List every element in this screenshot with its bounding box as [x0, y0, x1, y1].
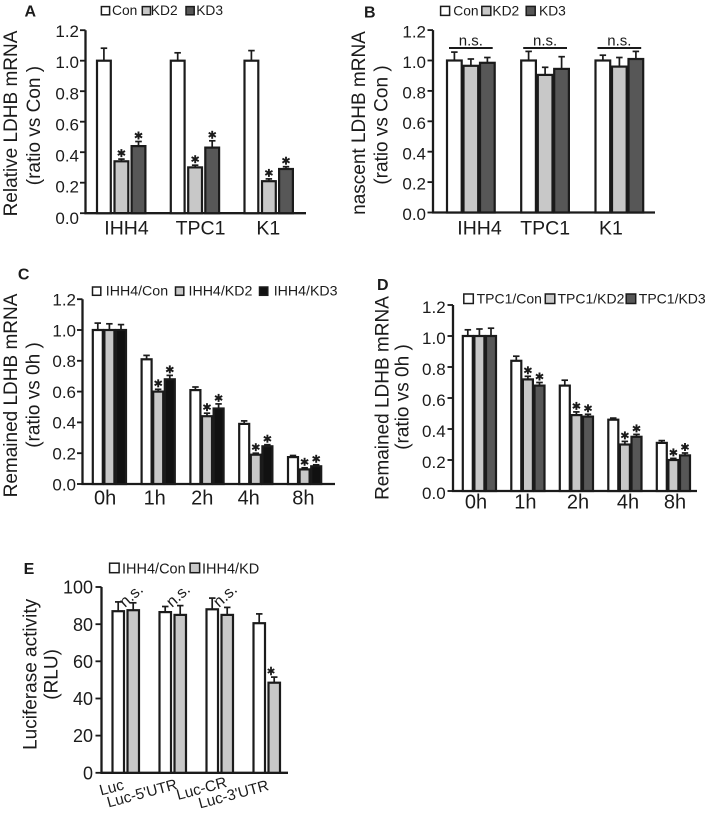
svg-text:n.s.: n.s. [116, 581, 147, 611]
svg-text:0.6: 0.6 [55, 115, 79, 134]
svg-text:0h: 0h [465, 491, 487, 513]
svg-text:IHH4/Con: IHH4/Con [106, 283, 168, 299]
svg-text:IHH4/KD: IHH4/KD [202, 562, 259, 578]
svg-text:0.2: 0.2 [422, 453, 446, 472]
svg-text:E: E [24, 561, 35, 578]
svg-text:8h: 8h [664, 491, 686, 513]
svg-text:IHH4: IHH4 [457, 218, 502, 240]
svg-text:KD3: KD3 [539, 3, 566, 18]
svg-text:TPC1/Con: TPC1/Con [477, 291, 542, 307]
svg-text:0.8: 0.8 [55, 84, 79, 103]
svg-text:TPC1: TPC1 [176, 218, 226, 240]
svg-text:1.0: 1.0 [422, 329, 446, 348]
svg-text:Luc: Luc [98, 777, 126, 800]
svg-text:Remained LDHB mRNA: Remained LDHB mRNA [1, 293, 22, 497]
svg-text:TPC1/KD2: TPC1/KD2 [558, 291, 625, 307]
svg-text:KD2: KD2 [151, 3, 178, 18]
svg-text:Relative LDHB mRNA: Relative LDHB mRNA [1, 30, 22, 216]
svg-text:1.2: 1.2 [402, 23, 426, 42]
svg-text:(ratio vs 0h ): (ratio vs 0h ) [392, 344, 413, 450]
svg-text:0.2: 0.2 [402, 175, 426, 194]
svg-text:n.s.: n.s. [210, 581, 241, 611]
svg-text:0: 0 [83, 763, 93, 783]
svg-text:C: C [18, 267, 30, 284]
svg-text:4h: 4h [238, 488, 260, 510]
svg-text:1.0: 1.0 [52, 321, 76, 340]
svg-text:IHH4/KD2: IHH4/KD2 [189, 283, 253, 299]
svg-text:0.6: 0.6 [52, 383, 76, 402]
svg-text:0.4: 0.4 [402, 144, 426, 163]
svg-text:4h: 4h [617, 491, 639, 513]
svg-text:Con: Con [112, 3, 137, 18]
svg-text:B: B [364, 5, 376, 22]
svg-text:n.s.: n.s. [533, 33, 557, 50]
svg-text:0h: 0h [94, 488, 116, 510]
svg-text:1h: 1h [514, 491, 536, 513]
svg-text:Remained LDHB mRNA: Remained LDHB mRNA [372, 296, 393, 500]
svg-text:(ratio vs 0h ): (ratio vs 0h ) [23, 342, 44, 448]
svg-text:40: 40 [73, 689, 93, 709]
svg-text:1.2: 1.2 [55, 22, 79, 41]
svg-text:8h: 8h [292, 488, 314, 510]
svg-text:n.s.: n.s. [459, 33, 483, 50]
svg-text:0.4: 0.4 [422, 422, 446, 441]
svg-text:0.6: 0.6 [422, 391, 446, 410]
svg-text:nascent LDHB mRNA: nascent LDHB mRNA [349, 31, 370, 215]
svg-text:1.0: 1.0 [55, 53, 79, 72]
svg-text:TPC1/KD3: TPC1/KD3 [639, 291, 706, 307]
svg-text:0.2: 0.2 [55, 178, 79, 197]
svg-text:2h: 2h [191, 488, 213, 510]
svg-text:1.2: 1.2 [422, 298, 446, 317]
svg-text:20: 20 [73, 726, 93, 746]
svg-text:n.s.: n.s. [607, 33, 631, 50]
svg-text:IHH4: IHH4 [104, 218, 149, 240]
svg-text:KD2: KD2 [492, 3, 519, 18]
svg-text:0.6: 0.6 [402, 114, 426, 133]
svg-text:0.0: 0.0 [52, 475, 76, 494]
svg-text:80: 80 [73, 615, 93, 635]
svg-text:0.4: 0.4 [55, 147, 79, 166]
svg-text:A: A [25, 4, 37, 21]
svg-text:TPC1: TPC1 [520, 218, 570, 240]
svg-text:0.0: 0.0 [422, 484, 446, 503]
svg-text:0.8: 0.8 [422, 360, 446, 379]
svg-text:IHH4/Con: IHH4/Con [122, 562, 186, 578]
svg-text:100: 100 [63, 578, 93, 598]
svg-text:0.8: 0.8 [52, 352, 76, 371]
svg-text:2h: 2h [567, 491, 589, 513]
svg-text:1.2: 1.2 [52, 291, 76, 310]
svg-text:(ratio vs Con ): (ratio vs Con ) [24, 66, 45, 185]
svg-text:0.0: 0.0 [55, 209, 79, 228]
svg-text:KD3: KD3 [196, 3, 223, 18]
svg-text:K1: K1 [599, 218, 623, 240]
svg-text:(RLU): (RLU) [41, 649, 62, 700]
svg-text:0.8: 0.8 [402, 84, 426, 103]
svg-text:1.0: 1.0 [402, 53, 426, 72]
svg-text:60: 60 [73, 652, 93, 672]
svg-text:K1: K1 [256, 218, 280, 240]
svg-text:0.0: 0.0 [402, 205, 426, 224]
svg-text:0.4: 0.4 [52, 414, 76, 433]
svg-text:Luciferase activity: Luciferase activity [20, 598, 41, 750]
svg-text:(ratio vs Con ): (ratio vs Con ) [371, 65, 392, 184]
svg-text:D: D [377, 277, 389, 294]
svg-text:IHH4/KD3: IHH4/KD3 [274, 283, 338, 299]
svg-text:0.2: 0.2 [52, 445, 76, 464]
svg-text:1h: 1h [144, 488, 166, 510]
svg-text:Con: Con [453, 3, 478, 18]
